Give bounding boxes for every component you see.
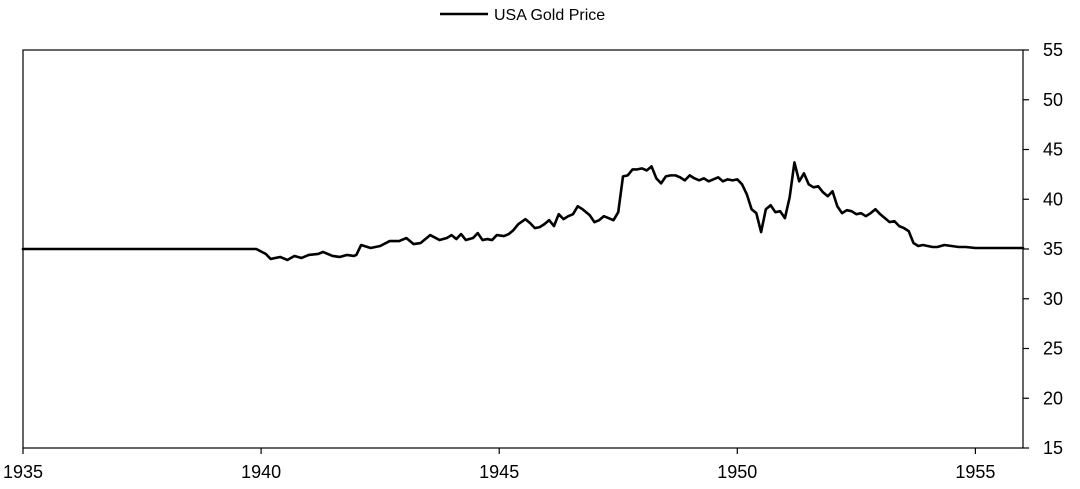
x-tick-label: 1935 xyxy=(3,462,43,482)
x-tick-label: 1950 xyxy=(717,462,757,482)
y-tick-label: 55 xyxy=(1043,40,1063,60)
x-tick-label: 1955 xyxy=(955,462,995,482)
y-tick-label: 25 xyxy=(1043,339,1063,359)
series-line-usa-gold-price xyxy=(21,161,1025,262)
y-axis: 15 20 25 30 35 40 45 50 55 xyxy=(1023,40,1063,458)
x-tick-label: 1945 xyxy=(479,462,519,482)
y-tick-label: 30 xyxy=(1043,289,1063,309)
y-tick-label: 15 xyxy=(1043,438,1063,458)
x-tick-label: 1940 xyxy=(241,462,281,482)
y-tick-label: 20 xyxy=(1043,388,1063,408)
y-tick-label: 40 xyxy=(1043,189,1063,209)
y-tick-label: 50 xyxy=(1043,90,1063,110)
y-tick-label: 35 xyxy=(1043,239,1063,259)
legend-label: USA Gold Price xyxy=(494,7,605,24)
y-tick-label: 45 xyxy=(1043,140,1063,160)
legend: USA Gold Price xyxy=(440,7,605,24)
x-axis: 1935 1940 1945 1950 1955 xyxy=(3,448,995,482)
